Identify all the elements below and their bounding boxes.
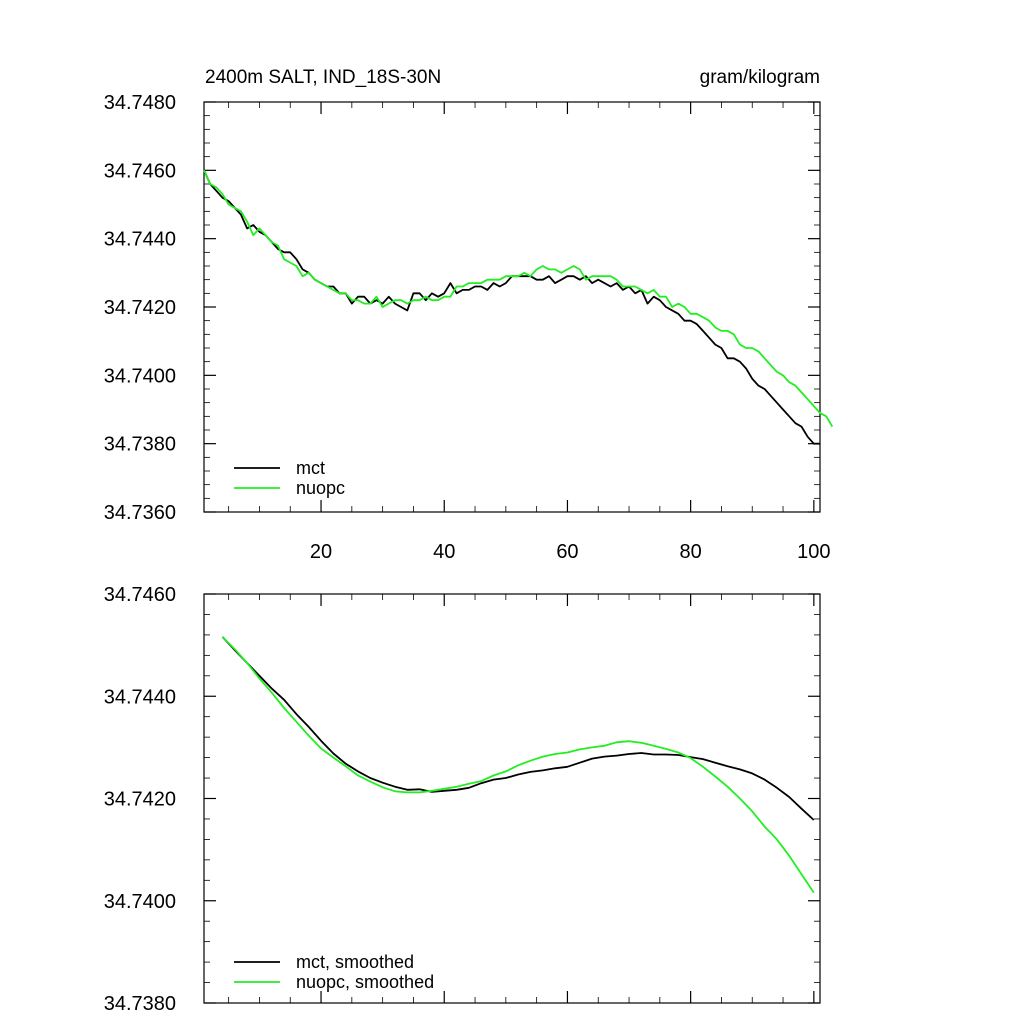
bottom-axes: 34.7380 34.7400 34.7420 34.7440 34.7460 [104,584,821,1015]
y-tick-label: 34.7420 [104,297,176,319]
top-axes: 20 40 60 80 100 34.7360 34.7380 34.7400 34.7420 3… [104,92,831,563]
y-tick-label: 34.7440 [104,229,176,251]
x-tick-label: 100 [797,541,830,563]
series-line-nuopc [203,169,834,428]
plot-frame [203,101,821,513]
y-tick-label: 34.7400 [104,365,176,387]
legend-label: mct, smoothed [296,952,414,972]
series-line-mct [203,169,820,445]
legend-label: mct [296,458,325,478]
bottom-panel: 34.7380 34.7400 34.7420 34.7440 34.7460 mct,… [104,584,821,1015]
y-tick-label: 34.7460 [104,584,176,606]
plot-frame [203,593,821,1004]
bottom-series [221,636,815,894]
chart-title: 2400m SALT, IND_18S-30N [205,67,441,88]
y-tick-label: 34.7360 [104,502,176,524]
y-tick-label: 34.7440 [104,686,176,708]
x-tick-label: 20 [310,541,332,563]
legend-label: nuopc, smoothed [296,972,434,992]
y-tick-label: 34.7420 [104,789,176,811]
units-label: gram/kilogram [700,67,820,88]
y-tick-label: 34.7400 [104,891,176,913]
y-tick-label: 34.7380 [104,993,176,1015]
x-tick-label: 80 [680,541,702,563]
x-tick-label: 40 [433,541,455,563]
y-tick-label: 34.7460 [104,160,176,182]
legend-label: nuopc [296,478,345,498]
top-series [203,169,834,445]
y-tick-label: 34.7480 [104,92,176,114]
y-tick-label: 34.7380 [104,434,176,456]
top-panel: 2400m SALT, IND_18S-30N gram/kilogram 20… [104,67,834,563]
series-line-mct-smoothed [221,636,815,821]
series-line-nuopc-smoothed [221,636,815,894]
x-tick-label: 60 [556,541,578,563]
